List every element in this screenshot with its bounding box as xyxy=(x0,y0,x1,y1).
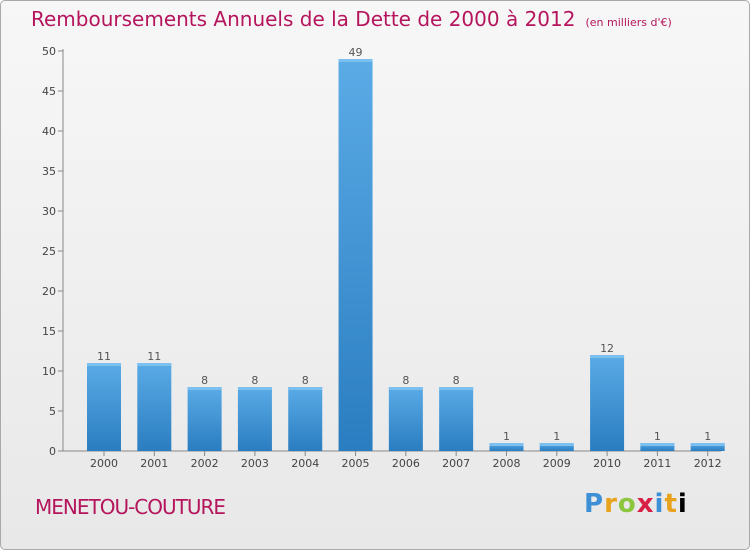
x-tick-label: 2011 xyxy=(643,457,671,470)
bar-value-label: 11 xyxy=(97,350,111,363)
x-tick-label: 2012 xyxy=(694,457,722,470)
y-tick-label: 15 xyxy=(42,325,56,338)
bar-value-label: 11 xyxy=(147,350,161,363)
bar-value-label: 1 xyxy=(553,430,560,443)
bar-top-highlight xyxy=(137,363,172,366)
bar xyxy=(87,363,121,451)
bar-top-highlight xyxy=(338,59,373,62)
bar xyxy=(338,59,373,451)
bar-top-highlight xyxy=(640,443,675,446)
chart-subtitle: (en milliers d'€) xyxy=(585,16,672,29)
bar-top-highlight xyxy=(489,443,524,446)
x-tick-label: 2002 xyxy=(191,457,219,470)
bar-top-highlight xyxy=(388,387,423,390)
y-tick-label: 35 xyxy=(42,165,56,178)
x-tick-label: 2005 xyxy=(342,457,370,470)
logo-letter: i xyxy=(677,489,688,519)
bars xyxy=(87,59,725,451)
bar-value-label: 8 xyxy=(453,374,460,387)
proxiti-logo: Proxiti xyxy=(584,489,688,519)
y-tick-label: 50 xyxy=(42,45,56,58)
x-tick-label: 2008 xyxy=(492,457,520,470)
x-tick-label: 2006 xyxy=(392,457,420,470)
bar xyxy=(640,443,675,451)
bar-value-label: 8 xyxy=(402,374,409,387)
bar-value-label: 1 xyxy=(704,430,711,443)
bar xyxy=(137,363,172,451)
bar-value-label: 8 xyxy=(201,374,208,387)
bar-top-highlight xyxy=(590,355,625,358)
x-tick-label: 2010 xyxy=(593,457,621,470)
chart-title: Remboursements Annuels de la Dette de 20… xyxy=(31,7,576,31)
chart-title-row: Remboursements Annuels de la Dette de 20… xyxy=(31,7,672,31)
bar-value-label: 49 xyxy=(349,46,363,59)
bar xyxy=(388,387,423,451)
bar-top-highlight xyxy=(439,387,474,390)
y-tick-label: 25 xyxy=(42,245,56,258)
y-tick-label: 30 xyxy=(42,205,56,218)
y-tick-label: 40 xyxy=(42,125,56,138)
y-tick-label: 45 xyxy=(42,85,56,98)
bar-top-highlight xyxy=(87,363,121,366)
bar-top-highlight xyxy=(237,387,272,390)
y-tick-label: 5 xyxy=(49,405,56,418)
bar xyxy=(590,355,625,451)
y-tick-label: 20 xyxy=(42,285,56,298)
bar-value-label: 8 xyxy=(302,374,309,387)
x-tick-label: 2009 xyxy=(543,457,571,470)
logo-letter: P xyxy=(584,489,605,519)
bar-value-label: 12 xyxy=(600,342,614,355)
bar-value-label: 8 xyxy=(251,374,258,387)
bar xyxy=(489,443,524,451)
bar xyxy=(539,443,574,451)
logo-letter: x xyxy=(636,489,655,519)
logo-letter: t xyxy=(664,489,678,519)
bar xyxy=(690,443,725,451)
bar xyxy=(288,387,323,451)
logo-letter: i xyxy=(654,489,665,519)
x-tick-label: 2004 xyxy=(291,457,319,470)
bar-top-highlight xyxy=(690,443,725,446)
bar xyxy=(237,387,272,451)
y-tick-label: 0 xyxy=(49,445,56,458)
x-tick-label: 2007 xyxy=(442,457,470,470)
x-tick-label: 2003 xyxy=(241,457,269,470)
bar-top-highlight xyxy=(288,387,323,390)
x-tick-label: 2000 xyxy=(90,457,118,470)
bar-top-highlight xyxy=(539,443,574,446)
bar-value-label: 1 xyxy=(654,430,661,443)
commune-name: MENETOU-COUTURE xyxy=(35,495,226,519)
bar-value-label: 1 xyxy=(503,430,510,443)
bar-top-highlight xyxy=(187,387,222,390)
logo-letter: o xyxy=(617,489,637,519)
axes: 0 5 10 15 20 25 30 35 40 45 50 2000 2001 2002 2003 2004… xyxy=(42,45,722,470)
logo-letter: r xyxy=(604,489,618,519)
bar xyxy=(439,387,474,451)
y-tick-label: 10 xyxy=(42,365,56,378)
x-tick-label: 2001 xyxy=(140,457,168,470)
bar xyxy=(187,387,222,451)
